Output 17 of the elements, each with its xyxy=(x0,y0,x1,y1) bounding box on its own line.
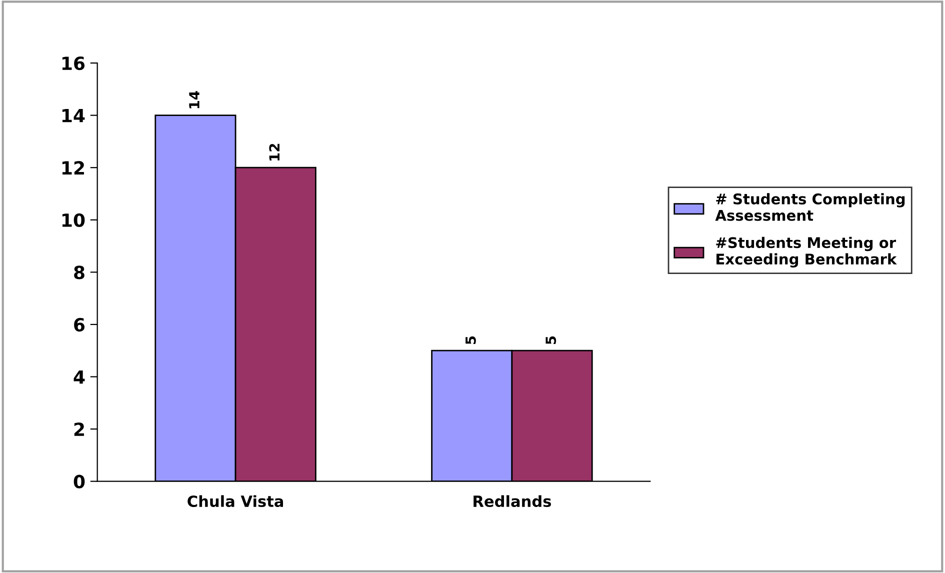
y-tick-label: 10 xyxy=(62,213,85,228)
legend-label: # Students Completing Assessment xyxy=(715,193,905,221)
y-tick-label: 0 xyxy=(74,474,85,488)
data-label: 12 xyxy=(269,144,280,160)
data-label: 5 xyxy=(466,336,476,344)
legend-label: #Students Meeting or Exceeding Benchmark xyxy=(716,236,897,268)
y-tick-label: 4 xyxy=(74,370,85,384)
y-tick-label: 2 xyxy=(74,422,84,436)
y-tick-label: 16 xyxy=(62,56,85,70)
y-tick-label: 14 xyxy=(62,109,85,122)
y-tick-label: 12 xyxy=(62,161,84,174)
y-tick-label: 6 xyxy=(74,318,85,332)
y-tick-label: 8 xyxy=(74,266,84,280)
data-label: 5 xyxy=(546,336,556,344)
data-label: 14 xyxy=(189,91,200,108)
x-tick-label: Chula Vista xyxy=(188,495,284,508)
x-tick-label: Redlands xyxy=(474,495,551,508)
